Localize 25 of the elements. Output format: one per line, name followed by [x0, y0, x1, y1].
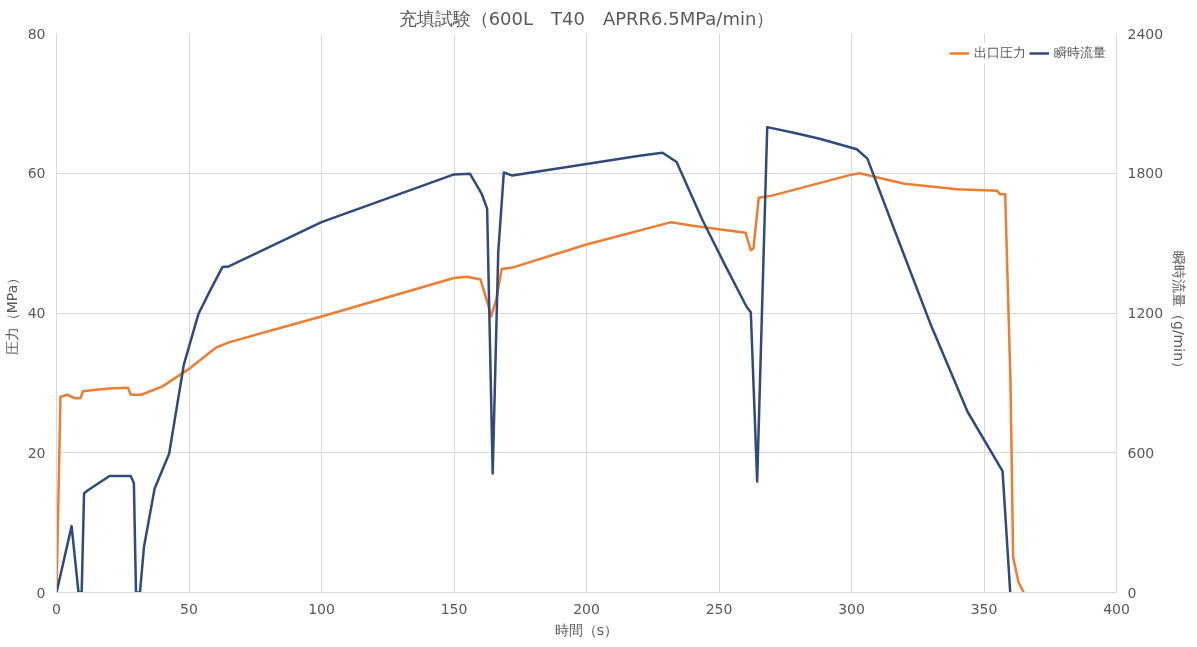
x-tick-label: 300: [838, 600, 865, 617]
y2-tick-label: 600: [1127, 444, 1155, 461]
y-axis-title: 圧力（MPa）: [3, 270, 20, 356]
x-tick-label: 150: [440, 600, 468, 617]
y-tick-label: 60: [27, 165, 46, 182]
y2-axis-title: 瞬時流量（g/min）: [1171, 251, 1188, 376]
x-tick-label: 200: [573, 600, 600, 617]
y2-tick-label: 2400: [1127, 25, 1164, 42]
y-tick-label: 80: [27, 25, 46, 42]
y2-tick-label: 1200: [1127, 305, 1164, 321]
x-tick-label: 100: [308, 600, 335, 617]
x-tick-label: 0: [52, 600, 61, 617]
y2-tick-label: 1800: [1127, 165, 1164, 182]
y-tick-label: 40: [27, 305, 46, 321]
x-tick-label: 50: [180, 600, 198, 617]
y2-tick-label: 0: [1127, 584, 1137, 601]
y-tick-label: 0: [36, 584, 46, 601]
x-axis-title: 時間（s）: [554, 621, 619, 638]
x-tick-label: 250: [705, 600, 733, 617]
legend-label: 出口圧力: [974, 44, 1026, 62]
y-tick-label: 20: [27, 444, 46, 461]
chart-title: 充填試験（600L T40 APRR6.5MPa/min）: [398, 7, 775, 29]
x-tick-label: 400: [1103, 600, 1130, 617]
x-tick-label: 350: [970, 600, 998, 617]
legend-label: 瞬時流量: [1054, 44, 1106, 62]
